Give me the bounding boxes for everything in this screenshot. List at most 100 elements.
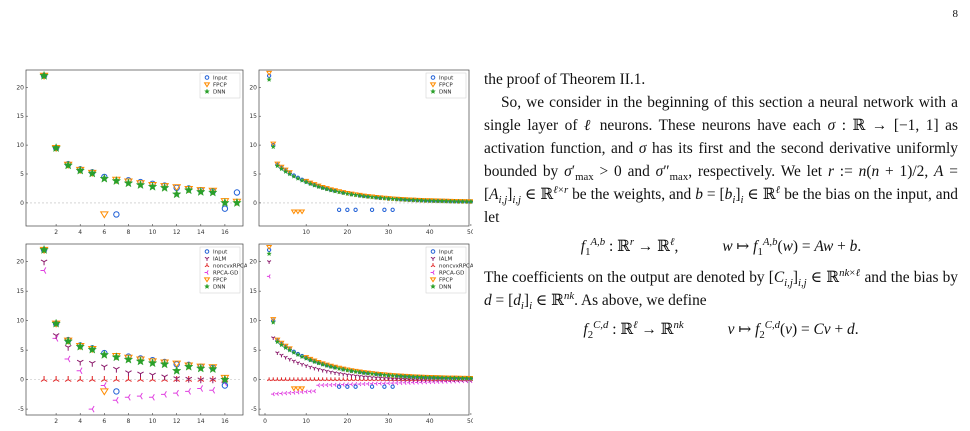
- y-tick-label: 15: [249, 113, 257, 120]
- data-point: [294, 386, 302, 392]
- legend-label: FPCP: [439, 83, 453, 89]
- data-point: [378, 381, 382, 386]
- data-point: [324, 186, 330, 192]
- data-point: [75, 341, 85, 351]
- data-point: [52, 376, 60, 382]
- text-p2b: neurons. These neurons have each: [593, 117, 828, 134]
- data-point: [361, 381, 366, 387]
- data-point: [287, 377, 292, 382]
- data-point: [283, 355, 288, 360]
- data-point: [365, 193, 371, 200]
- legend-marker: [429, 277, 437, 283]
- data-point: [197, 376, 205, 382]
- data-point: [278, 165, 285, 172]
- data-point: [147, 358, 158, 368]
- data-point: [394, 373, 400, 379]
- data-point: [274, 161, 281, 167]
- x-tick-label: 10: [149, 229, 157, 236]
- data-point: [266, 250, 272, 257]
- text-p2f: , respectively. We let: [688, 163, 828, 180]
- data-point: [303, 389, 308, 394]
- x-tick-label: 40: [426, 418, 434, 425]
- data-point: [40, 376, 48, 382]
- plot-bottom-right: -5 0 5 10 15 20 0 10 20 30 40 50 InputIALMnoncvxRPCA…: [249, 243, 473, 425]
- data-point: [51, 318, 61, 328]
- data-point: [184, 185, 194, 195]
- data-point: [419, 380, 424, 385]
- data-point: [221, 205, 229, 212]
- y-tick-label: 5: [20, 347, 24, 354]
- data-point: [279, 391, 284, 396]
- legend-label: RPCA-GD: [213, 271, 238, 277]
- text-p2g: be the weights, and: [568, 186, 696, 203]
- y-tick-label: 20: [16, 259, 24, 266]
- data-point: [274, 339, 281, 345]
- data-point: [291, 349, 297, 355]
- data-point: [352, 368, 359, 374]
- data-point: [336, 189, 342, 195]
- data-point: [295, 377, 301, 382]
- data-point: [282, 343, 289, 349]
- x-tick-label: 50: [467, 418, 473, 425]
- legend-marker: [430, 256, 436, 261]
- data-point: [266, 76, 272, 82]
- data-point: [304, 377, 309, 382]
- data-point: [274, 163, 281, 169]
- legend-marker: [204, 270, 209, 275]
- x-tick-label: 2: [54, 229, 58, 236]
- data-point: [88, 405, 95, 413]
- data-point: [88, 360, 96, 367]
- data-point: [266, 244, 273, 250]
- data-point: [303, 355, 310, 361]
- data-point: [373, 371, 379, 377]
- data-point: [356, 369, 363, 375]
- data-point: [411, 378, 416, 382]
- data-point: [411, 380, 415, 385]
- legend-label: Input: [213, 250, 228, 256]
- data-point: [316, 377, 321, 382]
- data-point: [283, 391, 288, 396]
- data-point: [75, 165, 85, 175]
- data-point: [291, 377, 296, 382]
- data-point: [385, 372, 392, 378]
- data-point: [299, 177, 305, 183]
- text-p2h: be the bias on the input, and let: [484, 186, 958, 226]
- data-point: [221, 382, 229, 389]
- data-point: [275, 391, 279, 396]
- y-tick-label: 15: [16, 288, 24, 295]
- data-point: [348, 191, 355, 197]
- data-point: [332, 382, 337, 387]
- legend-label: IALM: [213, 257, 226, 263]
- series-dnn: [39, 70, 242, 207]
- data-point: [295, 175, 301, 181]
- data-point: [382, 384, 387, 389]
- data-point: [271, 336, 276, 340]
- panel-bottom-right: -5 0 5 10 15 20 0 10 20 30 40 50 Input IALM noncvxRPCA…: [247, 240, 473, 427]
- legend-label: Input: [213, 76, 228, 82]
- data-point: [369, 207, 375, 212]
- data-point: [270, 319, 276, 325]
- data-point: [340, 366, 346, 372]
- legend-marker: [430, 270, 435, 275]
- data-point: [197, 377, 205, 384]
- x-tick-label: 0: [263, 418, 267, 425]
- x-tick-label: 8: [127, 418, 131, 425]
- data-point: [290, 209, 297, 215]
- y-tick-label: 10: [16, 142, 24, 149]
- x-tick-label: 12: [173, 229, 181, 236]
- data-point: [406, 380, 411, 385]
- data-point: [328, 363, 334, 370]
- data-point: [336, 377, 342, 382]
- data-point: [328, 370, 334, 375]
- data-point: [328, 187, 334, 193]
- data-point: [398, 380, 403, 386]
- data-point: [278, 342, 285, 348]
- legend-label: FPCP: [213, 83, 227, 89]
- y-tick-label: 10: [249, 318, 257, 325]
- data-point: [410, 197, 416, 203]
- data-point: [278, 340, 285, 346]
- data-point: [336, 207, 342, 212]
- data-point: [113, 376, 120, 382]
- data-point: [415, 380, 419, 385]
